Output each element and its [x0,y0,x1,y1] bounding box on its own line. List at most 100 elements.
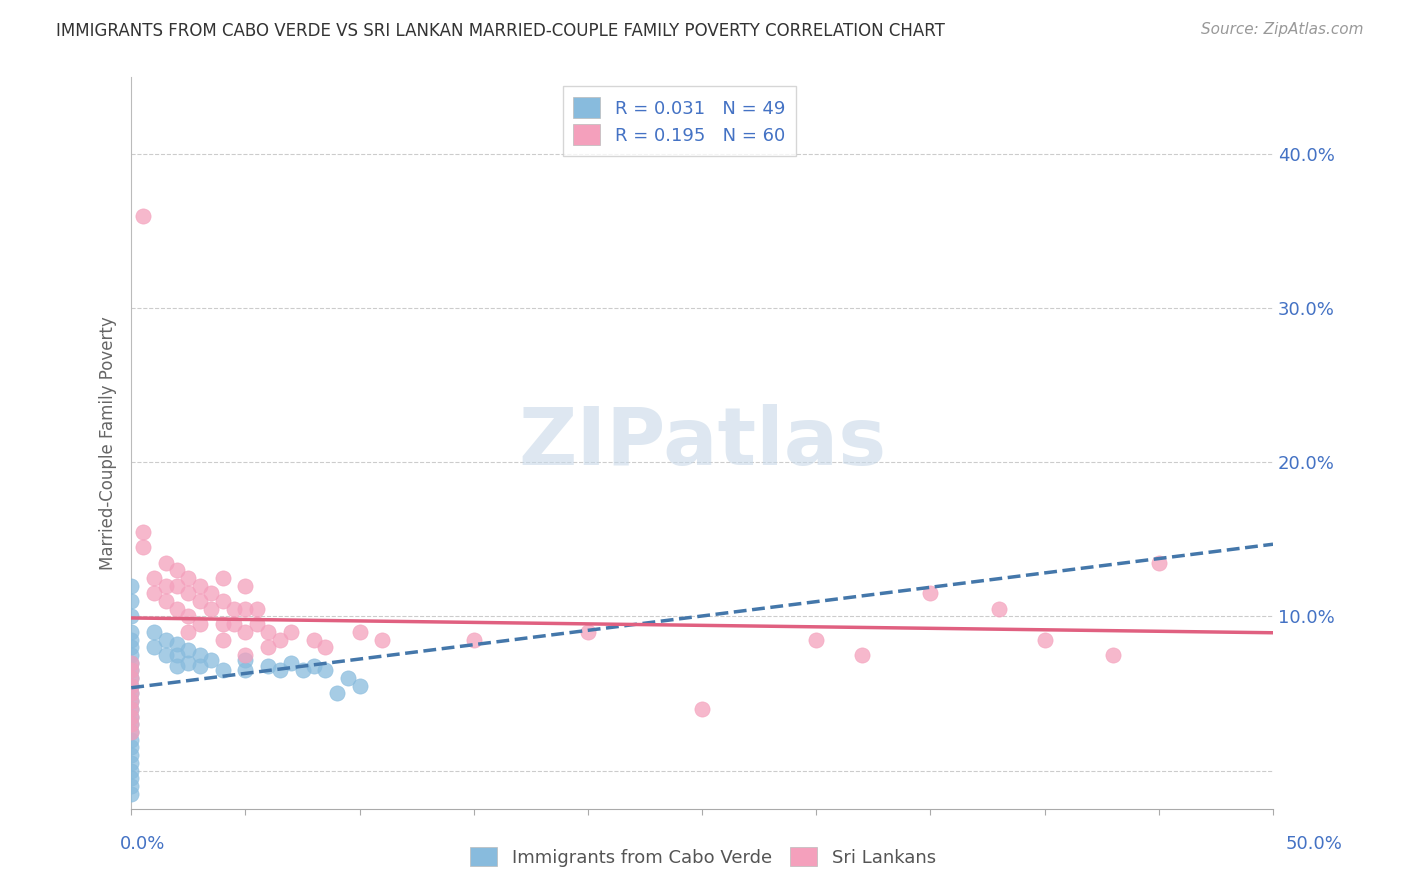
Point [166,648,188,662]
Point [280,624,302,639]
Point [166,637,188,651]
Point [120,725,142,739]
Point [155,579,177,593]
Point [371,632,394,647]
Point [269,664,291,678]
Point [337,671,360,685]
Point [177,571,200,585]
Point [177,586,200,600]
Point [166,658,188,673]
Point [120,609,142,624]
Legend: Immigrants from Cabo Verde, Sri Lankans: Immigrants from Cabo Verde, Sri Lankans [463,840,943,874]
Point [1033,632,1056,647]
Point [120,709,142,723]
Point [131,540,153,554]
Point [246,617,269,632]
Point [120,694,142,708]
Point [235,664,257,678]
Point [120,679,142,693]
Point [120,764,142,778]
Point [920,586,942,600]
Point [302,632,325,647]
Point [120,779,142,793]
Point [463,632,485,647]
Point [246,601,269,615]
Point [851,648,873,662]
Text: ZIPatlas: ZIPatlas [517,404,886,483]
Point [188,579,211,593]
Point [120,656,142,670]
Point [1102,648,1125,662]
Point [120,771,142,785]
Text: Source: ZipAtlas.com: Source: ZipAtlas.com [1201,22,1364,37]
Point [120,671,142,685]
Point [188,648,211,662]
Point [314,640,336,655]
Point [120,756,142,770]
Point [120,694,142,708]
Point [120,640,142,655]
Point [155,556,177,570]
Text: 0.0%: 0.0% [120,835,165,853]
Point [211,617,233,632]
Point [120,594,142,608]
Point [188,617,211,632]
Point [200,652,222,666]
Point [120,702,142,716]
Point [188,658,211,673]
Point [349,679,371,693]
Point [211,594,233,608]
Point [120,648,142,662]
Point [120,787,142,801]
Point [211,571,233,585]
Point [120,664,142,678]
Point [257,640,280,655]
Point [211,664,233,678]
Point [120,679,142,693]
Point [257,658,280,673]
Point [120,709,142,723]
Point [120,725,142,739]
Point [806,632,828,647]
Point [349,624,371,639]
Point [131,524,153,539]
Point [120,656,142,670]
Point [235,624,257,639]
Text: IMMIGRANTS FROM CABO VERDE VS SRI LANKAN MARRIED-COUPLE FAMILY POVERTY CORRELATI: IMMIGRANTS FROM CABO VERDE VS SRI LANKAN… [56,22,945,40]
Text: 50.0%: 50.0% [1286,835,1343,853]
Point [143,624,166,639]
Point [131,209,153,223]
Point [155,632,177,647]
Point [177,656,200,670]
Point [155,648,177,662]
Point [576,624,599,639]
Point [235,601,257,615]
Point [143,586,166,600]
Point [166,579,188,593]
Point [200,601,222,615]
Point [222,601,245,615]
Point [120,624,142,639]
Point [211,632,233,647]
Point [155,594,177,608]
Point [690,702,713,716]
Legend: R = 0.031   N = 49, R = 0.195   N = 60: R = 0.031 N = 49, R = 0.195 N = 60 [562,87,796,156]
Point [188,594,211,608]
Point [120,702,142,716]
Point [302,658,325,673]
Point [177,624,200,639]
Point [143,571,166,585]
Point [120,686,142,700]
Point [120,632,142,647]
Point [314,664,336,678]
Point [1147,556,1170,570]
Point [120,664,142,678]
Point [326,686,349,700]
Point [120,740,142,755]
Point [257,624,280,639]
Point [120,717,142,731]
Point [280,656,302,670]
Point [120,732,142,747]
Point [235,648,257,662]
Point [200,586,222,600]
